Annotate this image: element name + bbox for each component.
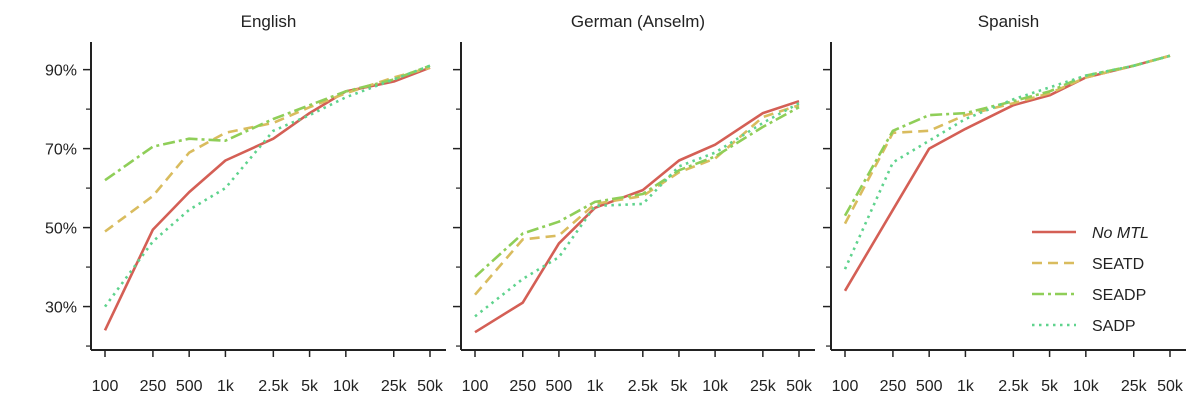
- legend-label-sadp: SADP: [1092, 318, 1136, 335]
- x-tick-label: 500: [916, 378, 943, 395]
- x-tick-label: 2.5k: [258, 378, 289, 395]
- legend: No MTL SEATD SEADP SADP: [1032, 225, 1149, 335]
- series-line-no-mtl: [103, 66, 431, 331]
- panel-english: English 30% 50% 70% 90% 100 250 500 1k 2.5k 5k 10k 2…: [45, 12, 446, 395]
- legend-label-seadp: SEADP: [1092, 287, 1146, 304]
- x-tick-label: 100: [462, 378, 489, 395]
- series-line-seatd: [843, 54, 1171, 225]
- panel-title: English: [241, 12, 297, 31]
- legend-label-seatd: SEATD: [1092, 256, 1144, 273]
- x-tick-label: 50k: [417, 378, 444, 395]
- y-tick-label: 30%: [45, 300, 77, 317]
- x-tick-label: 500: [176, 378, 203, 395]
- x-tick-label: 100: [92, 378, 119, 395]
- y-tick-label: 70%: [45, 142, 77, 159]
- panel-spanish: Spanish 100 250 500 1k 2.5k 5k 10k 25k 50k No MTL S…: [823, 12, 1186, 395]
- x-tick-label: 1k: [587, 378, 605, 395]
- x-tick-label: 2.5k: [998, 378, 1029, 395]
- series-line-seadp: [474, 106, 800, 278]
- x-tick-label: 1k: [217, 378, 235, 395]
- x-tick-label: 25k: [381, 378, 408, 395]
- series-line-seadp: [843, 54, 1171, 217]
- x-tick-label: 10k: [1073, 378, 1100, 395]
- panel-title: Spanish: [978, 12, 1039, 31]
- x-tick-label: 25k: [1121, 378, 1148, 395]
- x-tick-label: 100: [832, 378, 859, 395]
- x-tick-label: 5k: [671, 378, 689, 395]
- x-tick-label: 2.5k: [628, 378, 659, 395]
- x-tick-label: 10k: [702, 378, 729, 395]
- x-tick-label: 5k: [301, 378, 319, 395]
- y-tick-label: 50%: [45, 221, 77, 238]
- x-tick-label: 50k: [1157, 378, 1184, 395]
- x-tick-label: 250: [509, 378, 536, 395]
- x-tick-label: 1k: [957, 378, 975, 395]
- series-line-no-mtl: [474, 99, 800, 334]
- x-tick-label: 25k: [750, 378, 777, 395]
- x-tick-label: 250: [880, 378, 907, 395]
- series-line-seadp: [104, 64, 431, 182]
- x-tick-label: 10k: [333, 378, 360, 395]
- panel-german-anselm: German (Anselm) 100 250 500 1k 2.5k 5k 10k 25k 50…: [453, 12, 815, 395]
- legend-label-no-mtl: No MTL: [1092, 225, 1149, 242]
- x-tick-label: 500: [546, 378, 573, 395]
- series-line-seatd: [104, 66, 431, 233]
- y-tick-label: 90%: [45, 63, 77, 80]
- panel-title: German (Anselm): [571, 12, 705, 31]
- series-line-sadp: [103, 64, 431, 308]
- x-tick-label: 50k: [786, 378, 813, 395]
- series-line-sadp: [843, 54, 1171, 270]
- x-tick-label: 250: [140, 378, 167, 395]
- series-line-seatd: [474, 103, 800, 296]
- x-tick-label: 5k: [1041, 378, 1059, 395]
